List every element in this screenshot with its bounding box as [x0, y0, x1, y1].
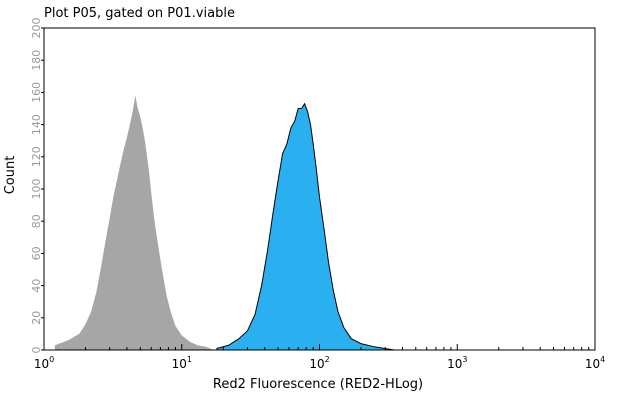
y-tick-label: 200	[30, 18, 43, 39]
y-tick-label: 180	[30, 50, 43, 71]
y-tick-label: 20	[30, 311, 43, 325]
x-tick-label: 104	[585, 355, 605, 371]
y-tick-label: 160	[30, 82, 43, 103]
series-1-histogram	[54, 95, 214, 350]
x-axis-ticks: 100 101 102 103 104	[34, 344, 605, 371]
y-tick-label: 140	[30, 114, 43, 135]
y-tick-label: 120	[30, 146, 43, 167]
y-axis-label: Count	[3, 156, 18, 195]
plot-area: 100 101 102 103 104	[34, 27, 605, 371]
x-axis-label: Red2 Fluorescence (RED2-HLog)	[213, 377, 423, 392]
y-tick-label: 40	[30, 279, 43, 293]
x-tick-label: 101	[172, 355, 192, 371]
y-tick-label: 60	[30, 246, 43, 260]
y-tick-label: 0	[30, 347, 43, 354]
y-tick-labels: 0 20 40 60 80 100 120 140 160 180 200	[30, 18, 44, 354]
series-layer	[54, 95, 395, 351]
y-tick-label: 80	[30, 214, 43, 228]
series-2-histogram	[216, 102, 395, 351]
x-tick-label: 103	[447, 355, 467, 371]
y-tick-label: 100	[30, 179, 43, 200]
x-tick-label: 102	[309, 355, 329, 371]
chart-title: Plot P05, gated on P01.viable	[44, 6, 235, 21]
x-tick-label: 100	[34, 355, 54, 371]
